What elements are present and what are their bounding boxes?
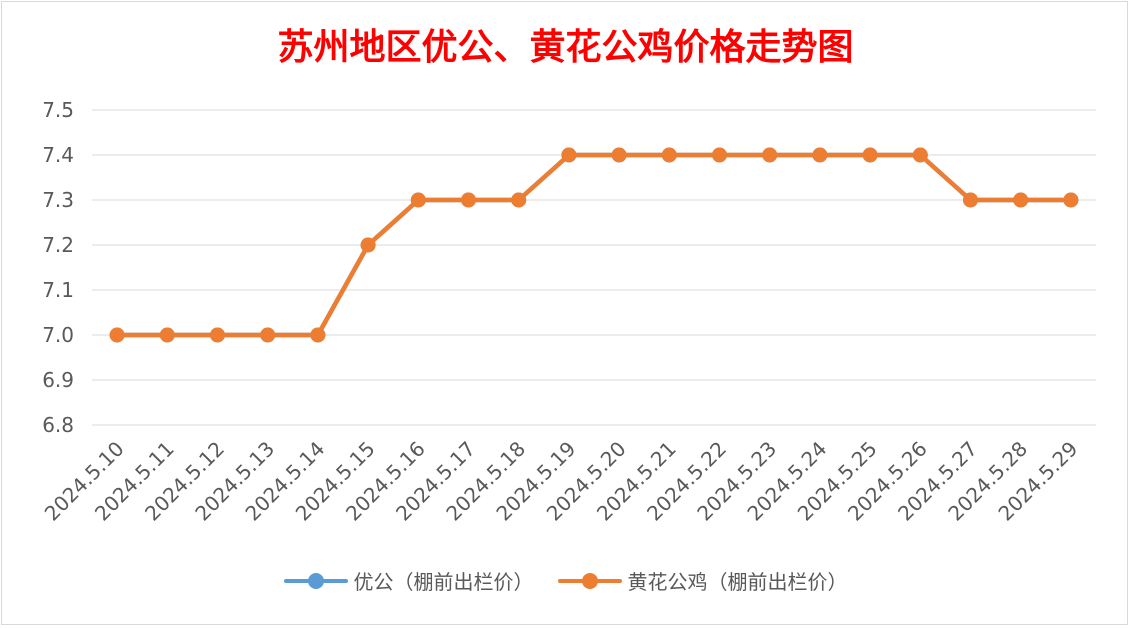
data-point-1 xyxy=(611,147,627,163)
series-line-1 xyxy=(114,152,1074,338)
data-point-1 xyxy=(812,147,828,163)
data-point-1 xyxy=(712,147,727,163)
data-point-1 xyxy=(963,192,978,208)
data-point-1 xyxy=(912,147,928,163)
y-axis-ticks: 6.8 6.9 7.0 7.1 7.2 7.3 7.4 7.5 xyxy=(42,98,74,437)
data-point-1 xyxy=(210,327,225,343)
data-point-1 xyxy=(260,327,276,343)
data-point-1 xyxy=(1063,192,1079,208)
data-point-1 xyxy=(661,147,677,163)
legend-marker-1 xyxy=(557,571,622,591)
data-point-1 xyxy=(360,237,376,253)
x-axis-ticks: 2024.5.102024.5.112024.5.122024.5.132024… xyxy=(40,437,1083,526)
data-point-1 xyxy=(762,147,778,163)
legend-marker-0 xyxy=(283,571,348,591)
legend-label-1: 黄花公鸡（棚前出栏价） xyxy=(627,570,848,594)
data-point-1 xyxy=(109,327,125,343)
data-point-1 xyxy=(511,192,527,208)
y-tick-label: 7.1 xyxy=(42,278,74,302)
y-tick-label: 7.2 xyxy=(42,233,74,257)
y-tick-label: 7.3 xyxy=(42,188,74,212)
legend: 优公（棚前出栏价） 黄花公鸡（棚前出栏价） xyxy=(0,566,1131,595)
chart-title: 苏州地区优公、黄花公鸡价格走势图 xyxy=(277,26,854,68)
legend-item-0: 优公（棚前出栏价） xyxy=(283,566,534,595)
legend-item-1: 黄花公鸡（棚前出栏价） xyxy=(557,566,848,595)
data-point-1 xyxy=(862,147,878,163)
y-tick-label: 6.9 xyxy=(42,368,74,392)
data-point-1 xyxy=(1013,192,1029,208)
y-tick-label: 7.5 xyxy=(42,98,74,122)
legend-label-0: 优公（棚前出栏价） xyxy=(353,570,534,594)
data-point-1 xyxy=(310,327,326,343)
data-point-1 xyxy=(159,327,175,343)
series-layer xyxy=(109,147,1079,343)
y-tick-label: 7.0 xyxy=(42,323,74,347)
data-point-1 xyxy=(461,192,476,208)
data-point-1 xyxy=(410,192,426,208)
y-tick-label: 7.4 xyxy=(42,143,74,167)
y-tick-label: 6.8 xyxy=(42,413,74,437)
data-point-1 xyxy=(561,147,577,163)
